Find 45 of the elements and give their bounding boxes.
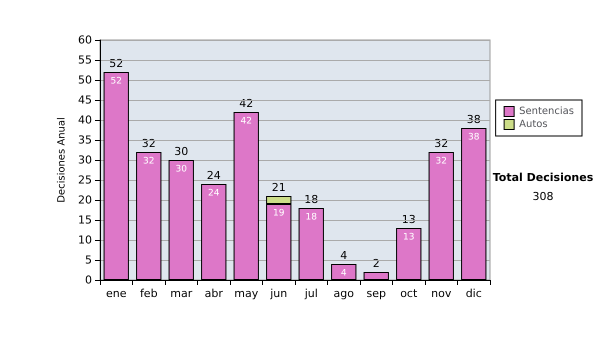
x-tick-label: nov <box>431 287 452 300</box>
x-tick-label: may <box>234 287 259 300</box>
total-label: 4 <box>340 249 348 262</box>
text: 308 <box>532 190 554 203</box>
y-tick-label: 0 <box>85 274 92 286</box>
x-tick-label: ago <box>334 287 354 300</box>
y-tick-label: 55 <box>78 54 92 66</box>
total-label: 21 <box>272 181 286 194</box>
data-label: 30 <box>176 164 188 174</box>
x-tick-label: jun <box>269 287 288 300</box>
y-tick-label: 60 <box>78 34 92 46</box>
data-label: 42 <box>240 116 252 126</box>
data-label: 32 <box>143 156 154 166</box>
text: Total Decisiones <box>492 171 594 184</box>
x-tick-label: dic <box>466 287 482 300</box>
legend-label: Sentencias <box>519 106 574 117</box>
y-tick-label: 40 <box>78 114 92 126</box>
x-tick-label: abr <box>204 287 224 300</box>
y-tick-label: 25 <box>78 174 92 186</box>
x-tick-label: ene <box>106 287 127 300</box>
data-label: 52 <box>110 76 122 86</box>
y-tick-label: 10 <box>78 234 92 246</box>
y-tick-label: 5 <box>85 254 92 266</box>
y-tick-label: 15 <box>78 214 92 226</box>
x-tick-label: feb <box>140 287 158 300</box>
x-tick-label: oct <box>400 287 418 300</box>
data-label: 24 <box>208 188 220 198</box>
y-tick-label: 35 <box>78 134 92 146</box>
total-label: 30 <box>174 145 188 158</box>
y-tick-label: 50 <box>78 74 92 86</box>
x-tick-label: jul <box>304 287 318 300</box>
data-label: 13 <box>403 232 414 242</box>
y-tick-label: 20 <box>78 194 92 206</box>
y-axis-title: Decisiones Anual <box>56 117 68 203</box>
data-label: 38 <box>468 132 480 142</box>
total-label: 24 <box>206 169 221 182</box>
data-label: 4 <box>340 268 347 278</box>
x-tick-label: sep <box>366 287 386 300</box>
data-label: 19 <box>273 208 285 218</box>
y-tick-label: 30 <box>78 154 92 166</box>
data-label: 32 <box>436 156 447 166</box>
y-tick-label: 45 <box>78 94 92 106</box>
data-label: 18 <box>306 212 318 222</box>
legend-label: Autos <box>519 119 548 130</box>
x-tick-label: mar <box>170 287 193 300</box>
